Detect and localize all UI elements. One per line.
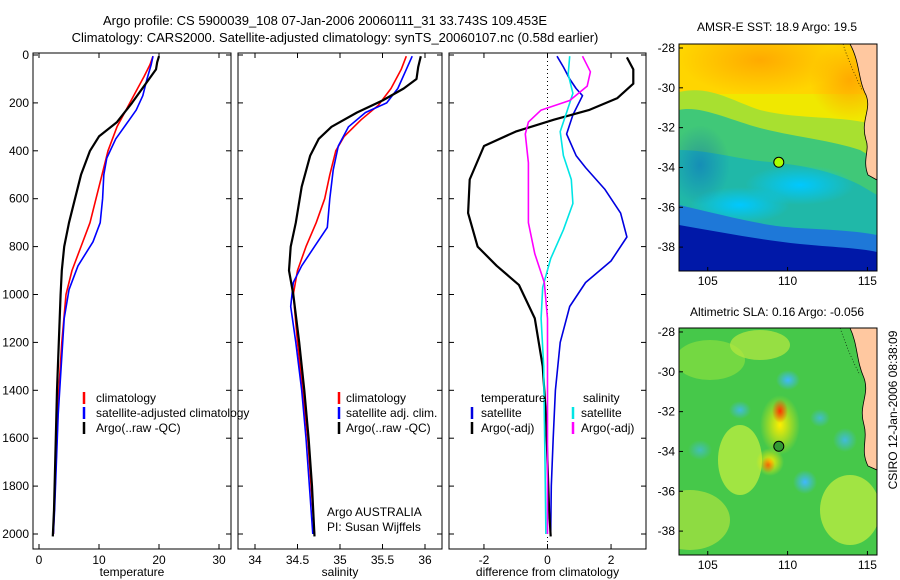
x-tick-label: 20: [152, 553, 166, 567]
series-line-salinity-argo-adj-: [524, 55, 592, 534]
series-line-argo-raw-qc-: [287, 55, 422, 537]
x-tick-label: 0: [544, 553, 551, 567]
legend-label-argo: Argo(..raw -QC): [346, 421, 431, 435]
map-sla-field: [679, 328, 877, 555]
map-sst-field: [679, 44, 877, 271]
y-tick-label: 1400: [2, 383, 29, 397]
y-tick-label: 1800: [2, 479, 29, 493]
x-tick-label: 36: [418, 553, 432, 567]
series-line-satellite-adj-clim-: [289, 55, 413, 535]
x-tick-label: 35: [333, 553, 347, 567]
series-line-temperature-argo-adj-: [467, 56, 635, 537]
x-axis-label: temperature: [100, 565, 165, 579]
y-tick-label: 200: [9, 96, 29, 110]
legend-label-temperature-argo: Argo(-adj): [481, 421, 534, 435]
y-tick-label: 1000: [2, 288, 29, 302]
legend-heading-salinity: salinity: [583, 391, 620, 405]
x-tick-label: 2: [608, 553, 615, 567]
series-line-satellite-adjusted-climatology: [52, 56, 154, 535]
header-line-1: Argo profile: CS 5900039_108 07-Jan-2006…: [103, 13, 547, 28]
temperature-panel: 0 10 20 30 0 200 400 600 800 1000 1200 1400 1600 1800…: [2, 48, 232, 579]
annotation-pi: PI: Susan Wijffels: [327, 520, 421, 534]
map-y-tick-label: -36: [658, 200, 676, 214]
map-sst-title: AMSR-E SST: 18.9 Argo: 19.5: [697, 20, 857, 34]
x-tick-label: 30: [212, 553, 226, 567]
map-x-tick-label: 110: [778, 558, 797, 572]
legend-label-salinity-satellite: satellite: [581, 406, 622, 420]
x-tick-label: -2: [479, 553, 490, 567]
plot-frame: [237, 52, 443, 550]
map-sla-frame: [678, 327, 878, 556]
map-y-tick-label: -32: [658, 405, 676, 419]
legend-label-salinity-argo: Argo(-adj): [581, 421, 634, 435]
legend-label-climatology: climatology: [346, 391, 406, 405]
map-x-tick-label: 105: [698, 274, 718, 288]
legend-label-argo: Argo(..raw -QC): [96, 421, 181, 435]
x-tick-label: 34.5: [286, 553, 310, 567]
y-tick-label: 1200: [2, 335, 29, 349]
map-y-tick-label: -34: [658, 444, 676, 458]
difference-legend: temperature satellite Argo(-adj) salinit…: [470, 391, 634, 435]
y-tick-label: 2000: [2, 527, 29, 541]
map-sla-axes: 105 110 115 -28 -30 -32 -34 -36 -38: [658, 325, 878, 572]
temperature-legend: climatology satellite-adjusted climatolo…: [82, 391, 249, 435]
side-note: CSIRO 12-Jan-2006 08:38:09: [886, 330, 900, 489]
salinity-legend: climatology satellite adj. clim. Argo(..…: [337, 391, 437, 435]
map-x-tick-label: 105: [698, 558, 718, 572]
annotation-argo-australia: Argo AUSTRALIA: [327, 505, 422, 519]
map-y-tick-label: -28: [658, 325, 676, 339]
y-tick-label: 0: [22, 48, 29, 62]
map-y-tick-label: -36: [658, 484, 676, 498]
map-sla-argo-marker: [773, 440, 785, 452]
y-tick-label: 1600: [2, 431, 29, 445]
map-y-tick-label: -32: [658, 121, 676, 135]
y-tick-label: 600: [9, 192, 29, 206]
x-tick-label: 34: [248, 553, 262, 567]
x-axis-label: difference from climatology: [476, 565, 619, 579]
x-tick-label: 0: [36, 553, 43, 567]
legend-label-climatology: climatology: [96, 391, 156, 405]
legend-label-temperature-satellite: satellite: [481, 406, 522, 420]
map-y-tick-label: -38: [658, 524, 676, 538]
map-x-tick-label: 110: [778, 274, 797, 288]
map-y-tick-label: -38: [658, 240, 676, 254]
x-axis-label: salinity: [322, 565, 359, 579]
y-tick-label: 400: [9, 144, 29, 158]
map-sst-argo-marker: [773, 156, 785, 168]
series-line-salinity-satellite: [540, 56, 574, 535]
map-sst-axes: 105 110 115 -28 -30 -32 -34 -36 -38: [658, 41, 878, 288]
x-tick-label: 35.5: [371, 553, 395, 567]
legend-label-satellite: satellite adj. clim.: [346, 406, 437, 420]
salinity-panel: 34 34.5 35 35.5 36 salinity: [237, 52, 443, 579]
x-tick-label: 10: [92, 553, 106, 567]
y-tick-label: 800: [9, 240, 29, 254]
map-x-tick-label: 115: [858, 274, 877, 288]
map-sst-frame: [678, 43, 878, 272]
series-line-argo-raw-qc-: [51, 55, 161, 537]
series-line-temperature-satellite: [549, 55, 628, 535]
map-y-tick-label: -30: [658, 365, 676, 379]
map-x-tick-label: 115: [858, 558, 877, 572]
map-sla-title: Altimetric SLA: 0.16 Argo: -0.056: [690, 305, 864, 319]
map-y-tick-label: -30: [658, 81, 676, 95]
map-y-tick-label: -34: [658, 160, 676, 174]
legend-heading-temperature: temperature: [481, 391, 546, 405]
map-y-tick-label: -28: [658, 41, 676, 55]
plot-frame: [32, 52, 232, 550]
legend-label-satellite: satellite-adjusted climatology: [96, 406, 249, 420]
header-line-2: Climatology: CARS2000. Satellite-adjuste…: [72, 30, 599, 45]
